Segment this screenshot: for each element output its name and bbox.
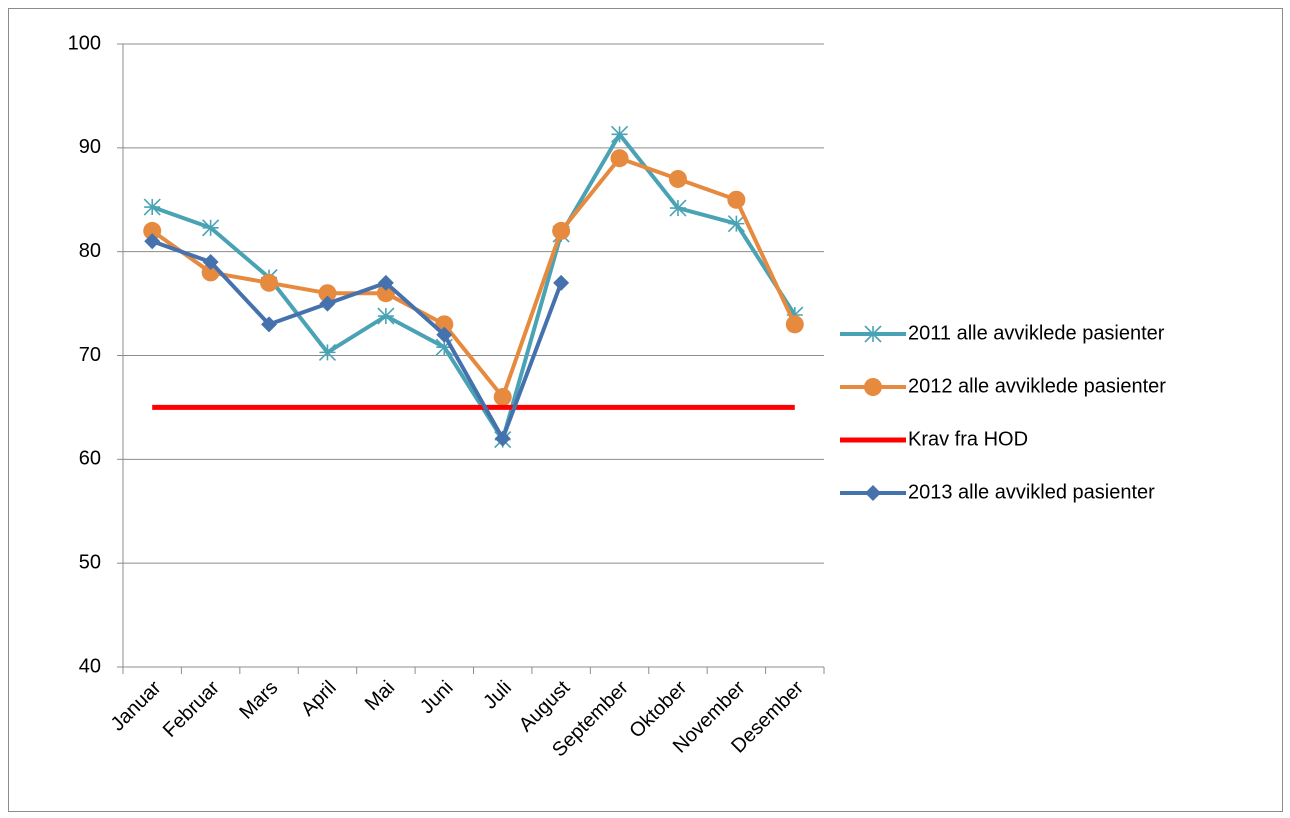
y-tick-label: 80 [79, 240, 101, 262]
marker [377, 274, 394, 291]
marker [202, 219, 220, 237]
marker [727, 215, 745, 233]
marker [552, 221, 571, 240]
y-tick-label: 100 [68, 32, 101, 54]
marker [436, 326, 453, 343]
legend-item: 2013 alle avvikled pasienter [840, 481, 1155, 503]
marker [202, 254, 219, 271]
marker [143, 221, 162, 240]
marker [727, 190, 746, 209]
marker [319, 295, 336, 312]
legend-marker [864, 378, 882, 396]
marker [144, 233, 161, 250]
legend-item: 2011 alle avviklede pasienter [840, 322, 1165, 344]
series-line [151, 239, 563, 441]
legend-item: Krav fra HOD [840, 428, 1028, 450]
marker [553, 274, 570, 291]
legend-marker [864, 325, 882, 343]
series-line [151, 132, 797, 442]
y-tick-label: 90 [79, 136, 101, 158]
legend-marker [865, 485, 881, 501]
marker [669, 199, 687, 217]
y-tick-label: 70 [79, 344, 101, 366]
marker [318, 284, 337, 303]
marker [668, 169, 687, 188]
marker [260, 273, 279, 292]
marker [493, 388, 512, 407]
marker [261, 316, 278, 333]
legend-label: 2013 alle avvikled pasienter [908, 481, 1155, 503]
legend-item: 2012 alle avviklede pasienter [840, 375, 1166, 397]
marker [318, 343, 337, 361]
legend-label: Krav fra HOD [908, 428, 1028, 450]
series-line [151, 156, 797, 400]
legend-label: 2011 alle avviklede pasienter [908, 322, 1165, 344]
marker [610, 125, 629, 143]
legend-label: 2012 alle avviklede pasienter [908, 375, 1166, 397]
y-tick-label: 60 [79, 448, 101, 470]
chart-frame [8, 8, 1283, 812]
marker [610, 149, 629, 168]
y-tick-label: 50 [79, 551, 101, 573]
marker [143, 198, 161, 216]
y-tick-label: 40 [79, 655, 101, 677]
marker [494, 430, 511, 447]
marker [785, 315, 804, 334]
marker [377, 307, 395, 325]
